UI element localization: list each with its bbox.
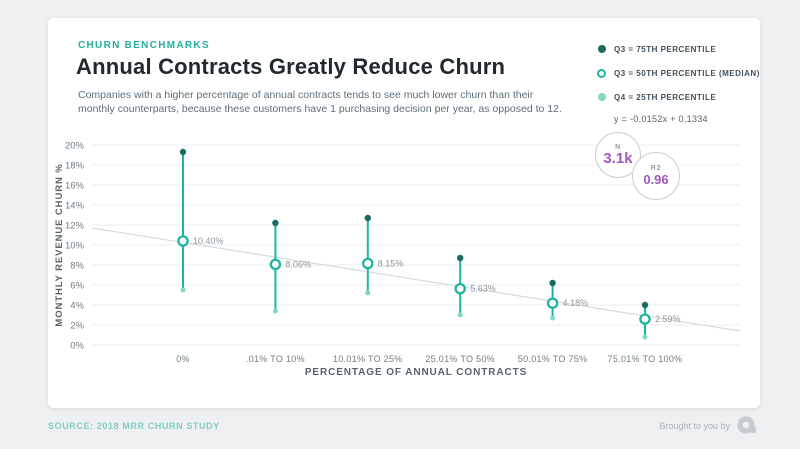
sample-size-bubble: N 3.1k — [595, 132, 641, 178]
p25-point — [272, 308, 278, 314]
legend: Q3 = 75TH PERCENTILE Q3 = 50TH PERCENTIL… — [597, 42, 760, 124]
legend-item-median: Q3 = 50TH PERCENTILE (MEDIAN) — [597, 66, 760, 80]
filled-dark-dot-icon — [598, 45, 606, 53]
x-axis-title: PERCENTAGE OF ANNUAL CONTRACTS — [305, 367, 527, 378]
r2-value: 0.96 — [643, 171, 669, 187]
x-tick-label: 0% — [176, 354, 190, 364]
n-label: N — [615, 143, 621, 151]
y-tick-label: 0% — [70, 341, 84, 352]
median-point — [639, 313, 651, 325]
median-point — [177, 235, 189, 247]
trend-line — [91, 227, 741, 332]
y-axis-title: MONTHLY REVENUE CHURN % — [54, 163, 65, 326]
chart-card: CHURN BENCHMARKS Annual Contracts Greatl… — [48, 18, 760, 408]
x-tick-label: 25.01% TO 50% — [425, 354, 495, 364]
r2-label: R2 — [650, 164, 662, 172]
y-tick-label: 12% — [65, 221, 85, 232]
median-value-label: 2.59% — [655, 314, 681, 324]
brought-to-you-by: Brought to you by — [659, 416, 760, 436]
y-tick-label: 10% — [65, 241, 85, 252]
p25-point — [180, 287, 186, 293]
p25-point — [365, 290, 371, 296]
y-tick-label: 16% — [65, 181, 85, 192]
p25-point — [457, 312, 463, 318]
source-credit: SOURCE: 2018 MRR CHURN STUDY — [48, 421, 220, 431]
chart-subtitle: Companies with a higher percentage of an… — [78, 89, 562, 115]
y-tick-label: 2% — [70, 321, 84, 332]
y-tick-label: 14% — [65, 201, 85, 212]
footer: SOURCE: 2018 MRR CHURN STUDY Brought to … — [48, 412, 760, 440]
p75-point — [272, 219, 279, 227]
legend-label-median: Q3 = 50TH PERCENTILE (MEDIAN) — [614, 68, 760, 78]
median-point — [362, 257, 374, 270]
legend-label-25th: Q4 = 25TH PERCENTILE — [614, 92, 717, 102]
x-tick-label: 75.01% TO 100% — [608, 354, 683, 364]
y-tick-label: 4% — [70, 301, 84, 312]
p25-point — [550, 315, 556, 321]
median-point — [546, 297, 559, 309]
churn-whisker-chart: 0% 2% 4% 6% 8% 10% 12% 14% 16% 18% 20% 0% 10.40% .01%… — [54, 141, 741, 378]
median-point — [269, 258, 282, 271]
brought-label: Brought to you by — [659, 421, 730, 431]
open-ring-icon — [597, 68, 606, 78]
eyebrow-label: CHURN BENCHMARKS — [78, 40, 210, 51]
legend-item-75th: Q3 = 75TH PERCENTILE — [598, 42, 760, 56]
median-point — [454, 282, 466, 295]
y-tick-label: 8% — [70, 261, 84, 272]
n-value: 3.1k — [603, 149, 633, 167]
x-tick-label: 10.01% TO 25% — [333, 354, 403, 364]
y-tick-label: 20% — [65, 141, 85, 152]
p75-point — [549, 279, 556, 287]
y-tick-label: 18% — [65, 161, 85, 172]
profitwell-logo-icon — [737, 416, 756, 434]
page-title: Annual Contracts Greatly Reduce Churn — [76, 54, 506, 79]
p75-point — [457, 254, 464, 262]
filled-light-dot-icon — [598, 93, 606, 101]
p75-point — [364, 214, 371, 222]
p25-point — [642, 334, 648, 340]
median-value-label: 5.63% — [470, 284, 496, 294]
legend-label-75th: Q3 = 75TH PERCENTILE — [614, 44, 717, 54]
median-value-label: 4.18% — [563, 298, 589, 308]
r-squared-bubble: R2 0.96 — [632, 152, 680, 200]
p75-point — [179, 148, 187, 156]
y-tick-label: 6% — [70, 281, 84, 292]
x-tick-label: 50.01% TO 75% — [518, 354, 588, 364]
p75-point — [641, 301, 649, 309]
median-value-label: 10.40% — [193, 236, 224, 246]
median-value-label: 8.15% — [378, 259, 404, 269]
x-tick-label: .01% TO 10% — [246, 354, 305, 364]
legend-item-25th: Q4 = 25TH PERCENTILE — [598, 90, 760, 104]
median-value-label: 8.06% — [285, 259, 311, 269]
trendline-equation: y = -0.0152x + 0.1334 — [614, 114, 708, 124]
